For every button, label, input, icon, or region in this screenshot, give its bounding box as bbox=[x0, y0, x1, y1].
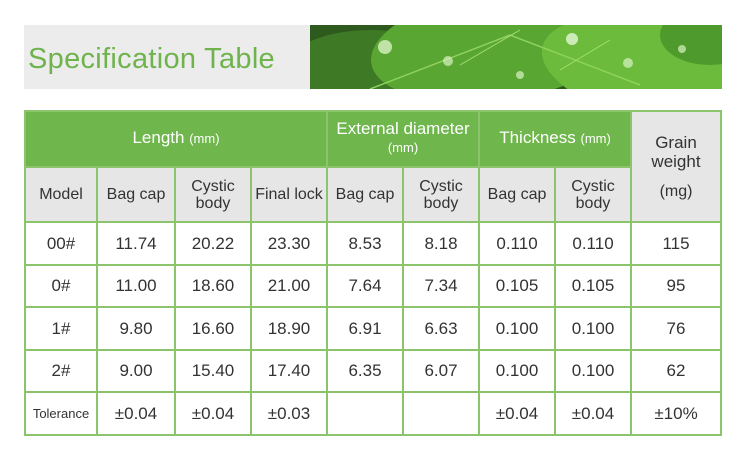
cell: 11.00 bbox=[98, 265, 174, 307]
cell: 16.60 bbox=[176, 308, 250, 349]
subheader-length-bag-cap: Bag cap bbox=[98, 167, 174, 222]
table-row: 1# 9.80 16.60 18.90 6.91 6.63 0.100 0.10… bbox=[26, 308, 720, 349]
cell: 7.64 bbox=[328, 265, 402, 307]
cell-model: 1# bbox=[26, 308, 96, 349]
cell: 18.60 bbox=[176, 265, 250, 307]
table-row: 2# 9.00 15.40 17.40 6.35 6.07 0.100 0.10… bbox=[26, 350, 720, 392]
cell: 6.35 bbox=[328, 350, 402, 392]
spec-table: Length (mm) External diameter (mm) Thick… bbox=[24, 110, 722, 436]
length-label: Length bbox=[132, 128, 185, 148]
cell-empty bbox=[328, 393, 402, 434]
cell: 17.40 bbox=[252, 350, 326, 392]
external-diameter-label: External diameter bbox=[336, 119, 470, 139]
cell: ±10% bbox=[632, 393, 720, 434]
cell: 18.90 bbox=[252, 308, 326, 349]
cell: 0.100 bbox=[556, 308, 631, 349]
length-unit: (mm) bbox=[189, 131, 220, 147]
cell: 0.110 bbox=[556, 223, 631, 264]
cell: 23.30 bbox=[252, 223, 326, 264]
cell: 15.40 bbox=[176, 350, 250, 392]
cell: 0.100 bbox=[480, 350, 555, 392]
page-title: Specification Table bbox=[28, 43, 275, 75]
cell: 76 bbox=[632, 308, 720, 349]
external-diameter-group-header: External diameter (mm) bbox=[328, 112, 479, 166]
cell-tolerance-label: Tolerance bbox=[26, 393, 96, 434]
cell: 21.00 bbox=[252, 265, 326, 307]
cell: 9.00 bbox=[98, 350, 174, 392]
external-diameter-unit: (mm) bbox=[387, 140, 419, 156]
length-group-header: Length (mm) bbox=[26, 112, 326, 166]
subheader-external-cystic-body: Cystic body bbox=[404, 167, 479, 222]
title-banner: Specification Table bbox=[24, 25, 722, 89]
subheader-length-cystic-body: Cystic body bbox=[176, 167, 250, 222]
leaf-photo bbox=[310, 25, 722, 89]
table-row: 00# 11.74 20.22 23.30 8.53 8.18 0.110 0.… bbox=[26, 223, 720, 264]
grain-weight-label: Grain weight bbox=[651, 133, 701, 172]
cell-model: 00# bbox=[26, 223, 96, 264]
cell: 0.105 bbox=[556, 265, 631, 307]
subheader-thickness-cystic-body: Cystic body bbox=[556, 167, 631, 222]
cell: 115 bbox=[632, 223, 720, 264]
cell: 11.74 bbox=[98, 223, 174, 264]
cell: ±0.04 bbox=[176, 393, 250, 434]
cell: ±0.04 bbox=[480, 393, 555, 434]
cell: 6.91 bbox=[328, 308, 402, 349]
cell: 62 bbox=[632, 350, 720, 392]
cell: 0.100 bbox=[556, 350, 631, 392]
subheader-thickness-bag-cap: Bag cap bbox=[480, 167, 555, 222]
cell-model: 0# bbox=[26, 265, 96, 307]
thickness-label: Thickness bbox=[499, 128, 576, 148]
cell: 6.63 bbox=[404, 308, 479, 349]
cell-empty bbox=[404, 393, 479, 434]
cell: ±0.04 bbox=[98, 393, 174, 434]
cell: 6.07 bbox=[404, 350, 479, 392]
subheader-external-bag-cap: Bag cap bbox=[328, 167, 402, 222]
grain-weight-unit: (mg) bbox=[659, 183, 693, 201]
cell: ±0.04 bbox=[556, 393, 631, 434]
cell: 0.110 bbox=[480, 223, 555, 264]
cell: 0.105 bbox=[480, 265, 555, 307]
spec-table-frame: Length (mm) External diameter (mm) Thick… bbox=[24, 110, 722, 436]
cell: 0.100 bbox=[480, 308, 555, 349]
cell: ±0.03 bbox=[252, 393, 326, 434]
cell: 7.34 bbox=[404, 265, 479, 307]
thickness-unit: (mm) bbox=[580, 131, 611, 147]
grain-weight-header: Grain weight (mg) bbox=[632, 112, 720, 222]
table-row: 0# 11.00 18.60 21.00 7.64 7.34 0.105 0.1… bbox=[26, 265, 720, 307]
tolerance-row: Tolerance ±0.04 ±0.04 ±0.03 ±0.04 ±0.04 … bbox=[26, 393, 720, 434]
subheader-final-lock: Final lock bbox=[252, 167, 326, 222]
cell: 95 bbox=[632, 265, 720, 307]
thickness-group-header: Thickness (mm) bbox=[480, 112, 631, 166]
cell-model: 2# bbox=[26, 350, 96, 392]
cell: 20.22 bbox=[176, 223, 250, 264]
cell: 8.18 bbox=[404, 223, 479, 264]
cell: 8.53 bbox=[328, 223, 402, 264]
subheader-model: Model bbox=[26, 167, 96, 222]
cell: 9.80 bbox=[98, 308, 174, 349]
